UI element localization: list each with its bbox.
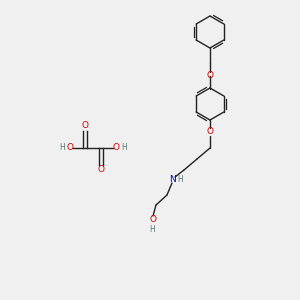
Text: O: O [206, 128, 214, 136]
Text: H: H [149, 224, 155, 233]
Text: H: H [59, 143, 65, 152]
Text: O: O [82, 122, 88, 130]
Text: O: O [206, 71, 214, 80]
Text: O: O [67, 143, 73, 152]
Text: N: N [169, 175, 176, 184]
Text: H: H [177, 176, 183, 184]
Text: H: H [121, 143, 127, 152]
Text: O: O [98, 166, 104, 175]
Text: O: O [112, 143, 119, 152]
Text: O: O [149, 215, 157, 224]
